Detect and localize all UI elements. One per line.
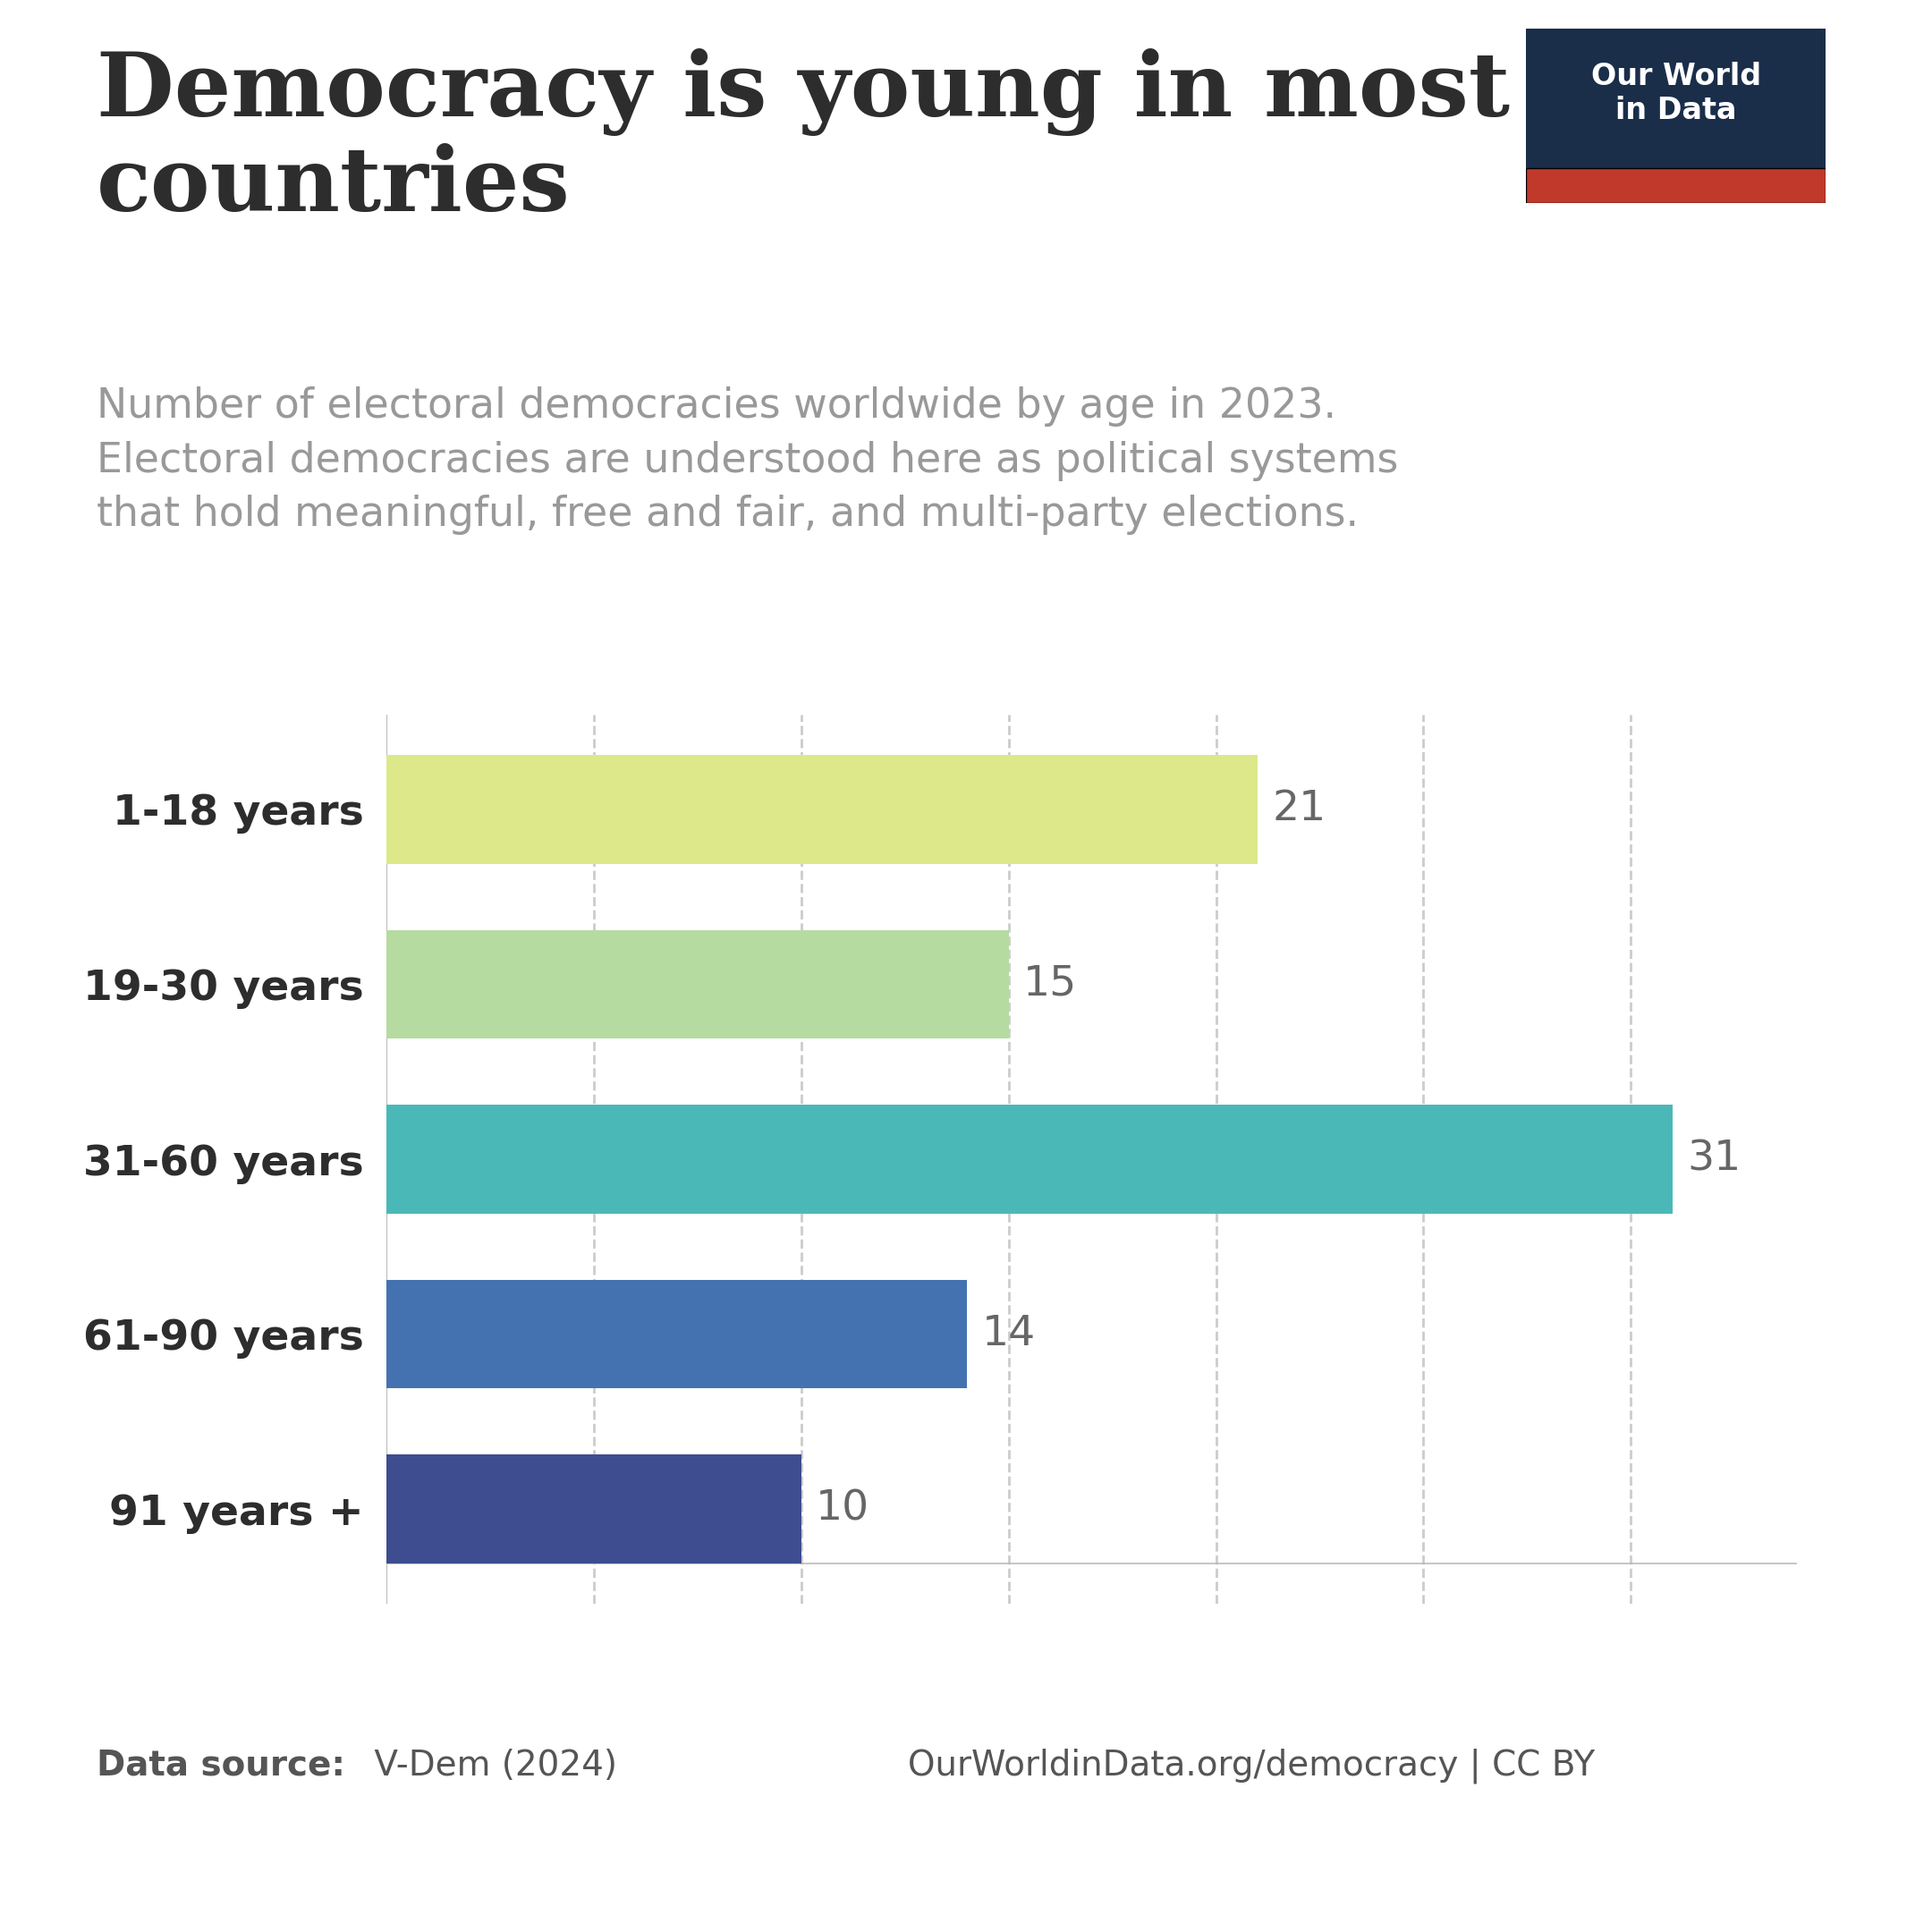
- Text: V-Dem (2024): V-Dem (2024): [363, 1748, 616, 1783]
- Text: Democracy is young in most
countries: Democracy is young in most countries: [97, 48, 1511, 230]
- Text: 31: 31: [1687, 1140, 1741, 1179]
- Bar: [386, 929, 1009, 1039]
- Text: 14: 14: [981, 1314, 1036, 1354]
- Text: 10: 10: [815, 1490, 869, 1528]
- Bar: [386, 755, 1258, 864]
- Text: Number of electoral democracies worldwide by age in 2023.
Electoral democracies : Number of electoral democracies worldwid…: [97, 386, 1399, 535]
- FancyBboxPatch shape: [1526, 168, 1826, 203]
- Text: Our World
in Data: Our World in Data: [1590, 62, 1762, 126]
- Text: Data source:: Data source:: [97, 1748, 346, 1783]
- Bar: [386, 1279, 968, 1389]
- Bar: [386, 1455, 802, 1563]
- Bar: [386, 1105, 1673, 1213]
- Text: 21: 21: [1271, 790, 1325, 829]
- Text: 15: 15: [1024, 964, 1076, 1005]
- Text: OurWorldinData.org/democracy | CC BY: OurWorldinData.org/democracy | CC BY: [908, 1748, 1596, 1783]
